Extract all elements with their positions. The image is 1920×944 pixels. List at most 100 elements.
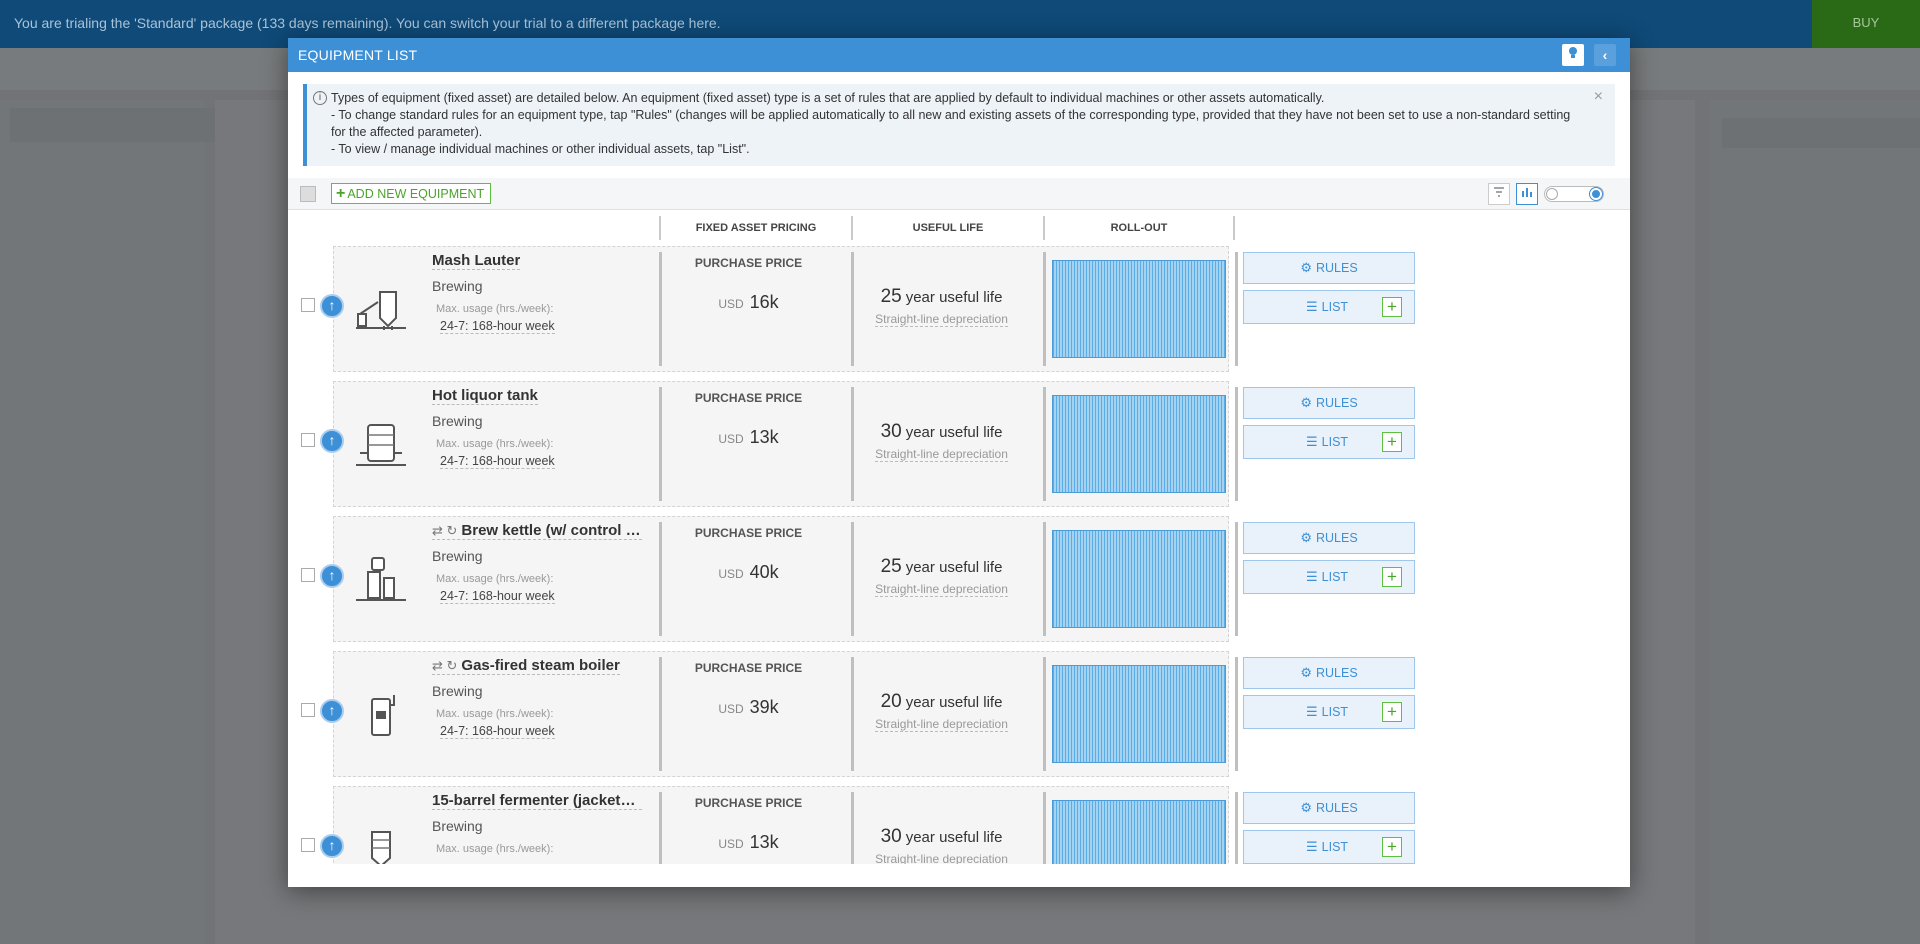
column-divider <box>851 792 854 864</box>
dialog-header: EQUIPMENT LIST ‹ <box>288 38 1630 72</box>
price-value[interactable]: USD 13k <box>661 427 836 448</box>
column-header-rollout: ROLL-OUT <box>1043 216 1235 240</box>
add-asset-plus-icon[interactable]: + <box>1382 297 1402 317</box>
equipment-category: Brewing <box>432 413 483 429</box>
price-label: PURCHASE PRICE <box>694 391 803 405</box>
arrow-up-icon[interactable]: ↑ <box>320 564 344 588</box>
add-asset-plus-icon[interactable]: + <box>1382 567 1402 587</box>
select-all-checkbox[interactable] <box>300 186 316 202</box>
row-checkbox[interactable] <box>301 433 315 447</box>
arrow-up-icon[interactable]: ↑ <box>320 429 344 453</box>
info-box: i Types of equipment (fixed asset) are d… <box>303 84 1615 166</box>
lightbulb-icon[interactable] <box>1562 44 1584 66</box>
bar-chart-icon[interactable] <box>1516 183 1538 205</box>
list-label: LIST <box>1321 300 1349 314</box>
depreciation-method[interactable]: Straight-line depreciation <box>854 447 1029 462</box>
depreciation-method[interactable]: Straight-line depreciation <box>854 312 1029 327</box>
currency-label: USD <box>718 837 744 851</box>
column-divider <box>1235 387 1238 501</box>
equipment-name[interactable]: 15-barrel fermenter (jacketed) <box>432 792 642 810</box>
list-button[interactable]: ☰ LIST + <box>1243 560 1415 594</box>
usage-value[interactable]: 24-7: 168-hour week <box>440 319 555 334</box>
list-button[interactable]: ☰ LIST + <box>1243 695 1415 729</box>
rollout-chart[interactable] <box>1052 260 1226 358</box>
life-suffix: useful life <box>939 289 1003 306</box>
useful-life[interactable]: 30 year useful life <box>854 826 1029 848</box>
useful-life[interactable]: 20 year useful life <box>854 691 1029 713</box>
info-line-2: - To change standard rules for an equipm… <box>331 108 1571 139</box>
depreciation-text: Straight-line depreciation <box>875 852 1008 864</box>
price-value[interactable]: USD 16k <box>661 292 836 313</box>
useful-life[interactable]: 25 year useful life <box>854 286 1029 308</box>
view-toggle[interactable] <box>1544 186 1604 202</box>
life-years: 30 <box>880 826 902 847</box>
trial-banner-text[interactable]: You are trialing the 'Standard' package … <box>14 15 721 31</box>
info-icon: i <box>313 91 327 105</box>
add-asset-plus-icon[interactable]: + <box>1382 702 1402 722</box>
chevron-left-icon[interactable]: ‹ <box>1594 44 1616 66</box>
depreciation-method[interactable]: Straight-line depreciation <box>854 582 1029 597</box>
rules-button[interactable]: ⚙ RULES <box>1243 792 1415 824</box>
row-checkbox[interactable] <box>301 298 315 312</box>
equipment-category: Brewing <box>432 548 483 564</box>
row-checkbox[interactable] <box>301 838 315 852</box>
plus-icon: + <box>336 185 346 202</box>
life-unit: year <box>905 829 935 846</box>
usage-value[interactable]: 24-7: 168-hour week <box>440 589 555 604</box>
rollout-chart[interactable] <box>1052 665 1226 763</box>
price-value[interactable]: USD 13k <box>661 832 836 853</box>
equipment-name-text: Brew kettle (w/ control p... <box>461 522 642 539</box>
list-icon: ☰ <box>1306 569 1318 584</box>
equipment-name[interactable]: Hot liquor tank <box>432 387 538 405</box>
rollout-chart[interactable] <box>1052 800 1226 864</box>
rollout-chart[interactable] <box>1052 395 1226 493</box>
depreciation-method[interactable]: Straight-line depreciation <box>854 852 1029 864</box>
fermenter-icon <box>350 824 412 864</box>
rules-button[interactable]: ⚙ RULES <box>1243 387 1415 419</box>
price-value[interactable]: USD 40k <box>661 562 836 583</box>
rollout-chart[interactable] <box>1052 530 1226 628</box>
list-button[interactable]: ☰ LIST + <box>1243 290 1415 324</box>
equipment-category: Brewing <box>432 278 483 294</box>
add-asset-plus-icon[interactable]: + <box>1382 432 1402 452</box>
equipment-name[interactable]: Mash Lauter <box>432 252 521 270</box>
filter-icon[interactable] <box>1488 183 1510 205</box>
row-checkbox[interactable] <box>301 703 315 717</box>
rules-button[interactable]: ⚙ RULES <box>1243 252 1415 284</box>
equipment-name[interactable]: ⇄ ↻ Brew kettle (w/ control p... <box>432 522 642 540</box>
equipment-name-text: Gas-fired steam boiler <box>461 657 620 674</box>
dialog-title: EQUIPMENT LIST <box>298 47 418 63</box>
gear-icon: ⚙ <box>1300 665 1312 680</box>
close-icon[interactable]: × <box>1593 88 1603 105</box>
price-value[interactable]: USD 39k <box>661 697 836 718</box>
price-amount: 40k <box>749 562 779 582</box>
currency-label: USD <box>718 702 744 716</box>
useful-life[interactable]: 25 year useful life <box>854 556 1029 578</box>
arrow-up-icon[interactable]: ↑ <box>320 699 344 723</box>
equipment-row: ↑ Mash Lauter Brewing Max. usage (hrs./w… <box>288 246 1630 372</box>
add-asset-plus-icon[interactable]: + <box>1382 837 1402 857</box>
row-checkbox[interactable] <box>301 568 315 582</box>
depreciation-text: Straight-line depreciation <box>875 582 1008 597</box>
price-amount: 13k <box>749 427 779 447</box>
column-divider <box>1043 657 1046 771</box>
arrow-up-icon[interactable]: ↑ <box>320 834 344 858</box>
info-line-3: - To view / manage individual machines o… <box>331 142 750 156</box>
equipment-name[interactable]: ⇄ ↻ Gas-fired steam boiler <box>432 657 620 675</box>
depreciation-method[interactable]: Straight-line depreciation <box>854 717 1029 732</box>
gear-icon: ⚙ <box>1300 260 1312 275</box>
usage-label: Max. usage (hrs./week): <box>436 438 554 450</box>
useful-life[interactable]: 30 year useful life <box>854 421 1029 443</box>
depreciation-text: Straight-line depreciation <box>875 717 1008 732</box>
buy-button[interactable]: BUY <box>1812 0 1920 48</box>
equipment-list-dialog: EQUIPMENT LIST ‹ i Types of equipment (f… <box>288 38 1630 887</box>
usage-value[interactable]: 24-7: 168-hour week <box>440 454 555 469</box>
equipment-row: ↑ Hot liquor tank Brewing Max. usage (hr… <box>288 381 1630 507</box>
list-button[interactable]: ☰ LIST + <box>1243 425 1415 459</box>
usage-value[interactable]: 24-7: 168-hour week <box>440 724 555 739</box>
list-button[interactable]: ☰ LIST + <box>1243 830 1415 864</box>
rules-button[interactable]: ⚙ RULES <box>1243 522 1415 554</box>
arrow-up-icon[interactable]: ↑ <box>320 294 344 318</box>
rules-button[interactable]: ⚙ RULES <box>1243 657 1415 689</box>
add-equipment-button[interactable]: + ADD NEW EQUIPMENT <box>331 183 492 204</box>
